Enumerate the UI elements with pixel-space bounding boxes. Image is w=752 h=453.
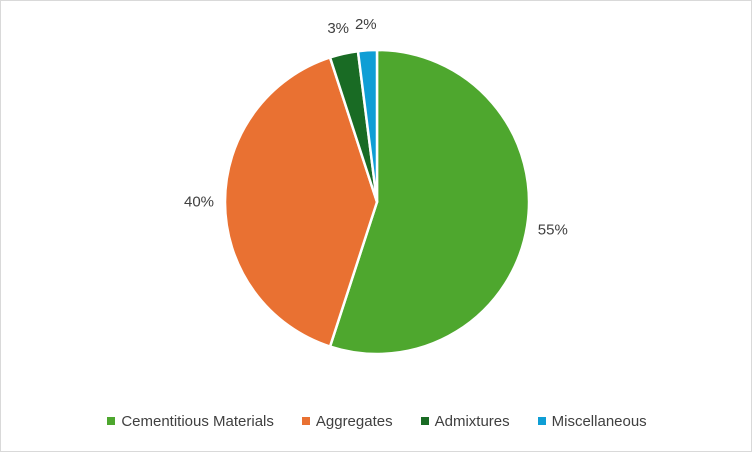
data-label-miscellaneous: 2%: [355, 16, 377, 33]
legend-label-admixtures: Admixtures: [434, 412, 510, 430]
legend: Cementitious Materials Aggregates Admixt…: [1, 409, 752, 433]
pie-slice-aggregates: [223, 56, 379, 348]
legend-swatch-miscellaneous: [537, 417, 546, 425]
legend-item-admixtures: Admixtures: [420, 412, 510, 430]
pie-slice-cementitious-materials: [328, 48, 531, 356]
legend-item-aggregates: Aggregates: [301, 412, 393, 430]
legend-swatch-cementitious-materials: [107, 417, 116, 425]
data-label-aggregates: 40%: [184, 194, 214, 211]
data-label-cementitious-materials: 55%: [538, 221, 568, 238]
data-label-admixtures: 3%: [327, 20, 349, 37]
pie-slice-miscellaneous: [356, 48, 379, 204]
pie-data-labels: 55% 40% 3% 2%: [184, 16, 568, 238]
pie-slices: [223, 48, 531, 356]
legend-label-cementitious-materials: Cementitious Materials: [121, 412, 274, 430]
legend-label-aggregates: Aggregates: [315, 412, 393, 430]
legend-swatch-admixtures: [420, 417, 429, 425]
legend-item-miscellaneous: Miscellaneous: [537, 412, 647, 430]
legend-label-miscellaneous: Miscellaneous: [551, 412, 647, 430]
legend-swatch-aggregates: [301, 417, 310, 425]
legend-item-cementitious-materials: Cementitious Materials: [107, 413, 274, 430]
